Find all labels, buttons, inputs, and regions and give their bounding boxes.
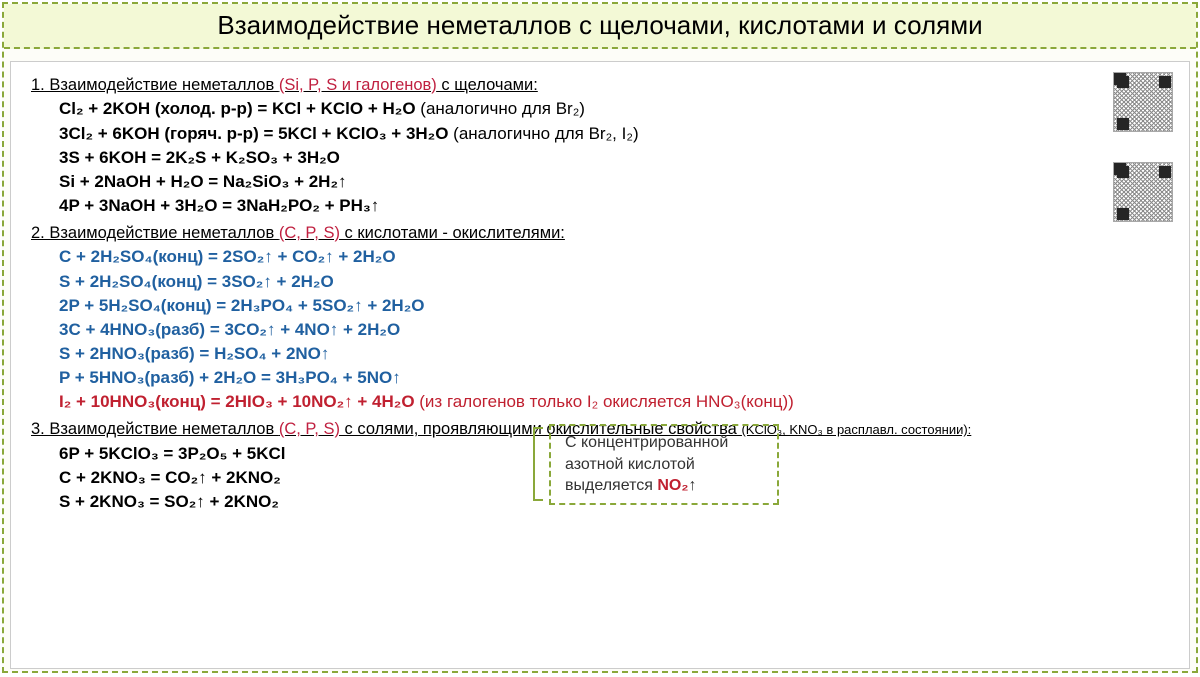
equation: 3C + 4HNO₃(разб) = 3CO₂↑ + 4NO↑ + 2H₂O bbox=[31, 318, 1169, 342]
text: 2. Взаимодействие неметаллов bbox=[31, 224, 279, 242]
qr-code-icon bbox=[1113, 162, 1173, 222]
note: (аналогично для Br₂) bbox=[416, 99, 585, 118]
section-1-heading: 1. Взаимодействие неметаллов (Si, P, S и… bbox=[31, 74, 1169, 97]
equation: 2P + 5H₂SO₄(конц) = 2H₃PO₄ + 5SO₂↑ + 2H₂… bbox=[31, 294, 1169, 318]
equation: Si + 2NaOH + H₂O = Na₂SiO₃ + 2H₂↑ bbox=[31, 170, 1169, 194]
highlight-text: (C, P, S) bbox=[279, 420, 340, 438]
text: ↑ bbox=[688, 477, 696, 494]
qr-code-icon bbox=[1113, 72, 1173, 132]
title-bar: Взаимодействие неметаллов с щелочами, ки… bbox=[4, 4, 1196, 49]
note-line: азотной кислотой bbox=[565, 454, 763, 476]
formula: Cl₂ + 2KOH (холод. р-р) = KCl + KClO + H… bbox=[59, 99, 416, 118]
note-line: выделяется NO₂↑ bbox=[565, 475, 763, 497]
page-title: Взаимодействие неметаллов с щелочами, ки… bbox=[34, 10, 1166, 41]
equation: 3S + 6KOH = 2K₂S + K₂SO₃ + 3H₂O bbox=[31, 146, 1169, 170]
note: (аналогично для Br₂, I₂) bbox=[448, 124, 638, 143]
section-2-heading: 2. Взаимодействие неметаллов (C, P, S) с… bbox=[31, 222, 1169, 245]
equation: P + 5HNO₃(разб) + 2H₂O = 3H₃PO₄ + 5NO↑ bbox=[31, 366, 1169, 390]
text: с щелочами: bbox=[437, 76, 538, 94]
equation: C + 2H₂SO₄(конц) = 2SO₂↑ + CO₂↑ + 2H₂O bbox=[31, 245, 1169, 269]
equation: 3Cl₂ + 6KOH (горяч. р-р) = 5KCl + KClO₃ … bbox=[31, 122, 1169, 146]
highlight-text: (Si, P, S и галогенов) bbox=[279, 76, 437, 94]
text: с кислотами - окислителями: bbox=[340, 224, 565, 242]
emphasis: NO₂ bbox=[657, 477, 688, 494]
page-frame: Взаимодействие неметаллов с щелочами, ки… bbox=[2, 2, 1198, 673]
equation: S + 2H₂SO₄(конц) = 3SO₂↑ + 2H₂O bbox=[31, 270, 1169, 294]
text: 3. Взаимодействие неметаллов bbox=[31, 420, 279, 438]
equation: S + 2HNO₃(разб) = H₂SO₄ + 2NO↑ bbox=[31, 342, 1169, 366]
text: 1. Взаимодействие неметаллов bbox=[31, 76, 279, 94]
note: (из галогенов только I₂ окисляется HNO₃(… bbox=[415, 392, 794, 411]
formula: I₂ + 10HNO₃(конц) = 2HIO₃ + 10NO₂↑ + 4H₂… bbox=[59, 392, 415, 411]
content-area: 1. Взаимодействие неметаллов (Si, P, S и… bbox=[10, 61, 1190, 669]
formula: 3Cl₂ + 6KOH (горяч. р-р) = 5KCl + KClO₃ … bbox=[59, 124, 448, 143]
highlight-text: (C, P, S) bbox=[279, 224, 340, 242]
equation: I₂ + 10HNO₃(конц) = 2HIO₃ + 10NO₂↑ + 4H₂… bbox=[31, 390, 1169, 414]
text: выделяется bbox=[565, 477, 657, 494]
equation: Cl₂ + 2KOH (холод. р-р) = KCl + KClO + H… bbox=[31, 97, 1169, 121]
note-box: С концентрированной азотной кислотой выд… bbox=[549, 424, 779, 505]
note-line: С концентрированной bbox=[565, 432, 763, 454]
equation: 4P + 3NaOH + 3H₂O = 3NaH₂PO₂ + PH₃↑ bbox=[31, 194, 1169, 218]
grouping-brace bbox=[533, 427, 543, 501]
